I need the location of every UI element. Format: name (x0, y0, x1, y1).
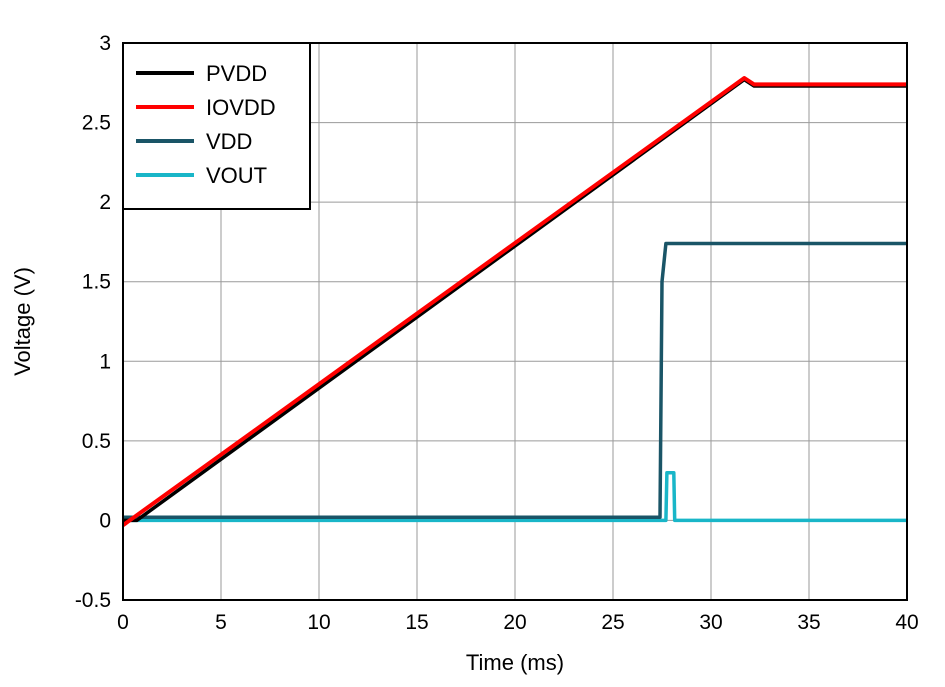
series-line-vout (123, 470, 907, 523)
x-tick-label: 35 (797, 611, 820, 634)
legend: PVDD IOVDD VDD VOUT (122, 42, 311, 210)
y-tick-label: 2.5 (82, 112, 111, 135)
ticks: 0 5 10 15 20 25 30 35 40 -0.5 0 0.5 1 1.5 2 2.5 3 (75, 32, 919, 634)
y-tick-label: 2 (99, 191, 111, 214)
series-line-iovdd (121, 76, 907, 527)
y-tick-label: 3 (99, 32, 111, 55)
legend-label-iovdd: IOVDD (206, 95, 276, 120)
legend-box (122, 42, 311, 210)
plot-frame (122, 42, 908, 601)
y-tick-label: 1 (99, 350, 111, 373)
series-layer (121, 76, 907, 527)
y-tick-label: -0.5 (75, 589, 111, 612)
x-axis-title: Time (ms) (466, 650, 564, 675)
x-tick-label: 0 (117, 611, 129, 634)
legend-label-vdd: VDD (206, 129, 252, 154)
x-tick-label: 10 (307, 611, 330, 634)
x-tick-label: 15 (405, 611, 428, 634)
x-tick-label: 20 (503, 611, 526, 634)
x-tick-label: 25 (601, 611, 624, 634)
x-tick-label: 5 (215, 611, 227, 634)
series-line-vdd (123, 241, 907, 519)
legend-label-vout: VOUT (206, 163, 267, 188)
y-tick-label: 1.5 (82, 271, 111, 294)
legend-label-pvdd: PVDD (206, 61, 267, 86)
y-tick-label: 0 (99, 509, 111, 532)
y-tick-label: 0.5 (82, 430, 111, 453)
x-tick-label: 40 (895, 611, 918, 634)
y-axis-title: Voltage (V) (10, 267, 35, 376)
x-tick-label: 30 (699, 611, 722, 634)
